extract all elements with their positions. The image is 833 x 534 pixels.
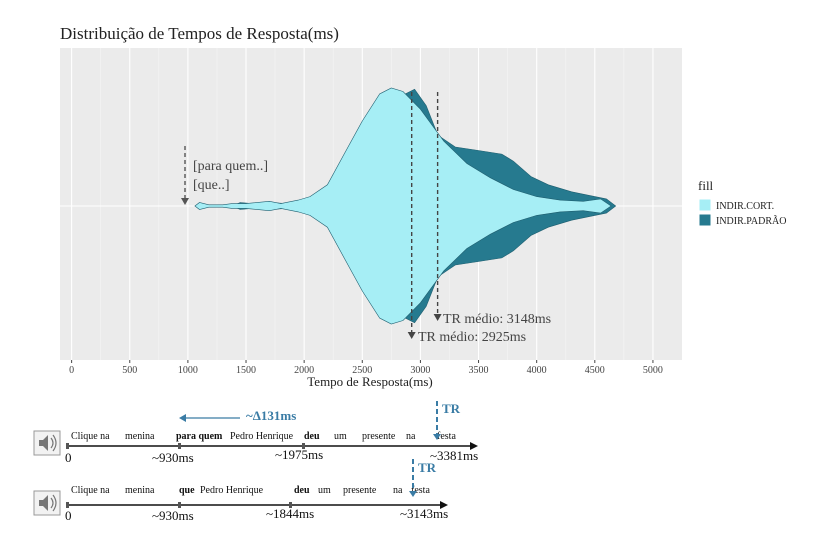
cue-marker: [para quem..] [que..] — [181, 146, 268, 205]
word: presente — [362, 431, 396, 442]
time-label: ~3143ms — [400, 506, 448, 521]
violins — [194, 87, 617, 325]
word: Clique na — [71, 485, 110, 496]
mean-markers — [407, 92, 442, 339]
x-tick-label: 500 — [122, 365, 137, 376]
tr-label-2: TR — [418, 460, 437, 475]
x-tick-label: 3500 — [469, 365, 489, 376]
mean-label-cort: TR médio: 2925ms — [418, 330, 526, 345]
cue-label-2: [que..] — [193, 178, 230, 193]
chart-title: Distribuição de Tempos de Resposta(ms) — [60, 24, 339, 43]
cue-label-1: [para quem..] — [193, 159, 268, 174]
word: um — [334, 431, 347, 442]
timeline-arrow-2 — [440, 501, 448, 509]
legend-title: fill — [698, 178, 714, 193]
time-label: ~1975ms — [275, 447, 323, 462]
word: Clique na — [71, 431, 110, 442]
delta-label: ~Δ131ms — [246, 408, 296, 423]
timeline-row-1: Clique na menina para quem Pedro Henriqu… — [33, 401, 478, 465]
x-tick-label: 0 — [69, 365, 74, 376]
time-label: ~3381ms — [430, 448, 478, 463]
word: deu — [304, 431, 320, 442]
x-tick-label: 4000 — [527, 365, 547, 376]
mean-arrow-head — [407, 332, 416, 339]
legend-swatch-cort — [698, 198, 712, 212]
x-tick-label: 4500 — [585, 365, 605, 376]
timeline-arrow-1 — [470, 442, 478, 450]
x-tick-label: 1000 — [178, 365, 198, 376]
legend-label-cort: INDIR.CORT. — [716, 201, 774, 212]
time-label: 0 — [65, 450, 72, 465]
word: Pedro Henrique — [200, 485, 264, 496]
word: festa — [411, 485, 430, 496]
time-label: ~1844ms — [266, 506, 314, 521]
time-label: 0 — [65, 508, 72, 523]
mean-label-padrao: TR médio: 3148ms — [443, 312, 551, 327]
x-tick-label: 2500 — [352, 365, 372, 376]
cue-arrow-head — [181, 198, 189, 205]
speaker-icon[interactable] — [33, 490, 61, 516]
x-tick-label: 1500 — [236, 365, 256, 376]
time-label: ~930ms — [152, 450, 194, 465]
time-label: ~930ms — [152, 508, 194, 523]
tr-label-1: TR — [442, 401, 461, 416]
delta-arrow-head — [179, 414, 186, 422]
legend: fill INDIR.CORT. INDIR.PADRÃO — [698, 178, 786, 227]
word: deu — [294, 485, 310, 496]
speaker-icon[interactable] — [33, 430, 61, 456]
word: que — [179, 485, 195, 496]
word: presente — [343, 485, 377, 496]
word: menina — [125, 485, 155, 496]
x-axis-ticks: 0 500 1000 1500 2000 2500 3000 3500 4000 4500 5000 — [69, 360, 663, 376]
word: na — [406, 431, 416, 442]
violin-cort — [194, 87, 612, 325]
legend-swatch-padrao — [698, 213, 712, 227]
x-tick-label: 3000 — [410, 365, 430, 376]
x-tick-label: 5000 — [643, 365, 663, 376]
mean-arrow-head — [433, 314, 442, 321]
x-tick-label: 2000 — [294, 365, 314, 376]
timeline-row-2: Clique na menina que Pedro Henrique deu … — [33, 459, 448, 523]
word: Pedro Henrique — [230, 431, 294, 442]
word: para quem — [176, 431, 223, 442]
legend-label-padrao: INDIR.PADRÃO — [716, 215, 786, 227]
word: na — [393, 485, 403, 496]
word: festa — [437, 431, 456, 442]
word: menina — [125, 431, 155, 442]
x-axis-label: Tempo de Resposta(ms) — [307, 374, 432, 389]
word: um — [318, 485, 331, 496]
